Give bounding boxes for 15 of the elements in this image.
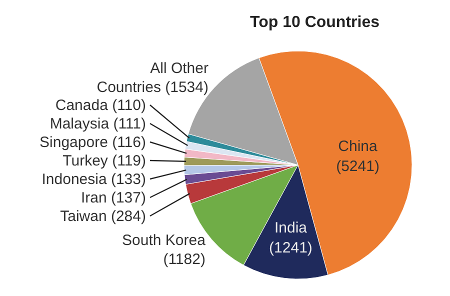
- data-label: (5241): [336, 158, 380, 175]
- slice-label: Taiwan (284): [60, 208, 146, 225]
- slice-label: India: [274, 219, 308, 236]
- slice-label: All Other Countries (1534): [96, 60, 208, 96]
- slice-label: China: [338, 138, 378, 155]
- slice-label: Indonesia (133): [42, 171, 146, 188]
- slice-label: Malaysia (111): [50, 116, 146, 132]
- slice-label: Canada (110): [55, 97, 146, 114]
- slice-label: Singapore (116): [40, 134, 146, 151]
- chart-title: Top 10 Countries: [250, 14, 380, 31]
- slice-label: Iran (137): [80, 190, 146, 206]
- data-label: (1182): [163, 250, 206, 268]
- slice-label: South Korea: [122, 232, 206, 249]
- data-label: (1241): [269, 239, 312, 256]
- slice-label: Turkey (119): [62, 152, 146, 170]
